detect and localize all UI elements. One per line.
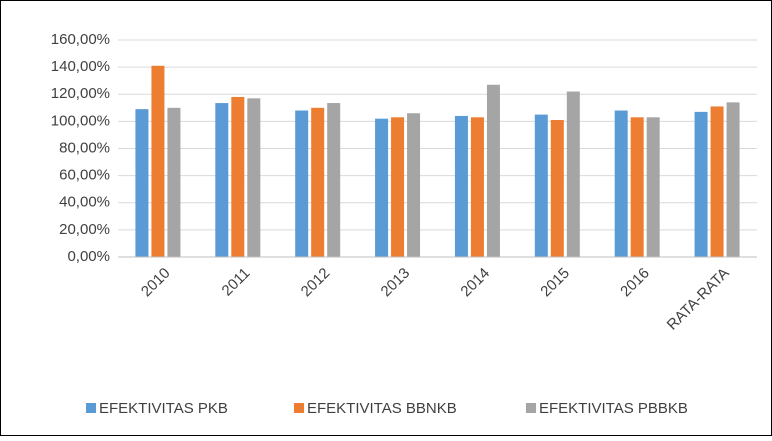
- bar: [710, 106, 724, 257]
- y-tick-label: 0,00%: [67, 248, 110, 265]
- bar: [566, 91, 580, 257]
- legend-label: EFEKTIVITAS PBBKB: [539, 400, 688, 417]
- bar: [454, 115, 468, 257]
- bar: [726, 102, 740, 257]
- legend-swatch: [86, 403, 96, 413]
- y-tick-label: 20,00%: [59, 221, 110, 238]
- bar: [311, 107, 325, 257]
- bar: [630, 117, 644, 258]
- bar: [534, 114, 548, 257]
- bar: [295, 110, 309, 258]
- y-tick-label: 160,00%: [51, 31, 110, 48]
- bar: [247, 98, 261, 257]
- bar: [407, 113, 421, 257]
- y-tick-label: 100,00%: [51, 112, 110, 129]
- bar: [167, 107, 181, 257]
- bar: [486, 84, 500, 257]
- bar: [375, 118, 389, 257]
- legend-swatch: [526, 403, 536, 413]
- bar: [470, 117, 484, 258]
- y-tick-label: 120,00%: [51, 85, 110, 102]
- legend-swatch: [294, 403, 304, 413]
- bar: [135, 109, 149, 257]
- bar: [646, 117, 660, 258]
- legend-label: EFEKTIVITAS PKB: [99, 400, 228, 417]
- y-tick-label: 140,00%: [51, 58, 110, 75]
- bar: [550, 120, 564, 257]
- bar: [614, 110, 628, 258]
- y-tick-label: 80,00%: [59, 139, 110, 156]
- legend-label: EFEKTIVITAS BBNKB: [307, 400, 457, 417]
- bar: [231, 96, 245, 258]
- y-tick-label: 40,00%: [59, 194, 110, 211]
- bar: [327, 103, 341, 257]
- bar: [391, 117, 405, 258]
- y-tick-label: 60,00%: [59, 167, 110, 184]
- bar: [694, 111, 708, 257]
- bar: [215, 103, 229, 257]
- bar: [151, 65, 165, 257]
